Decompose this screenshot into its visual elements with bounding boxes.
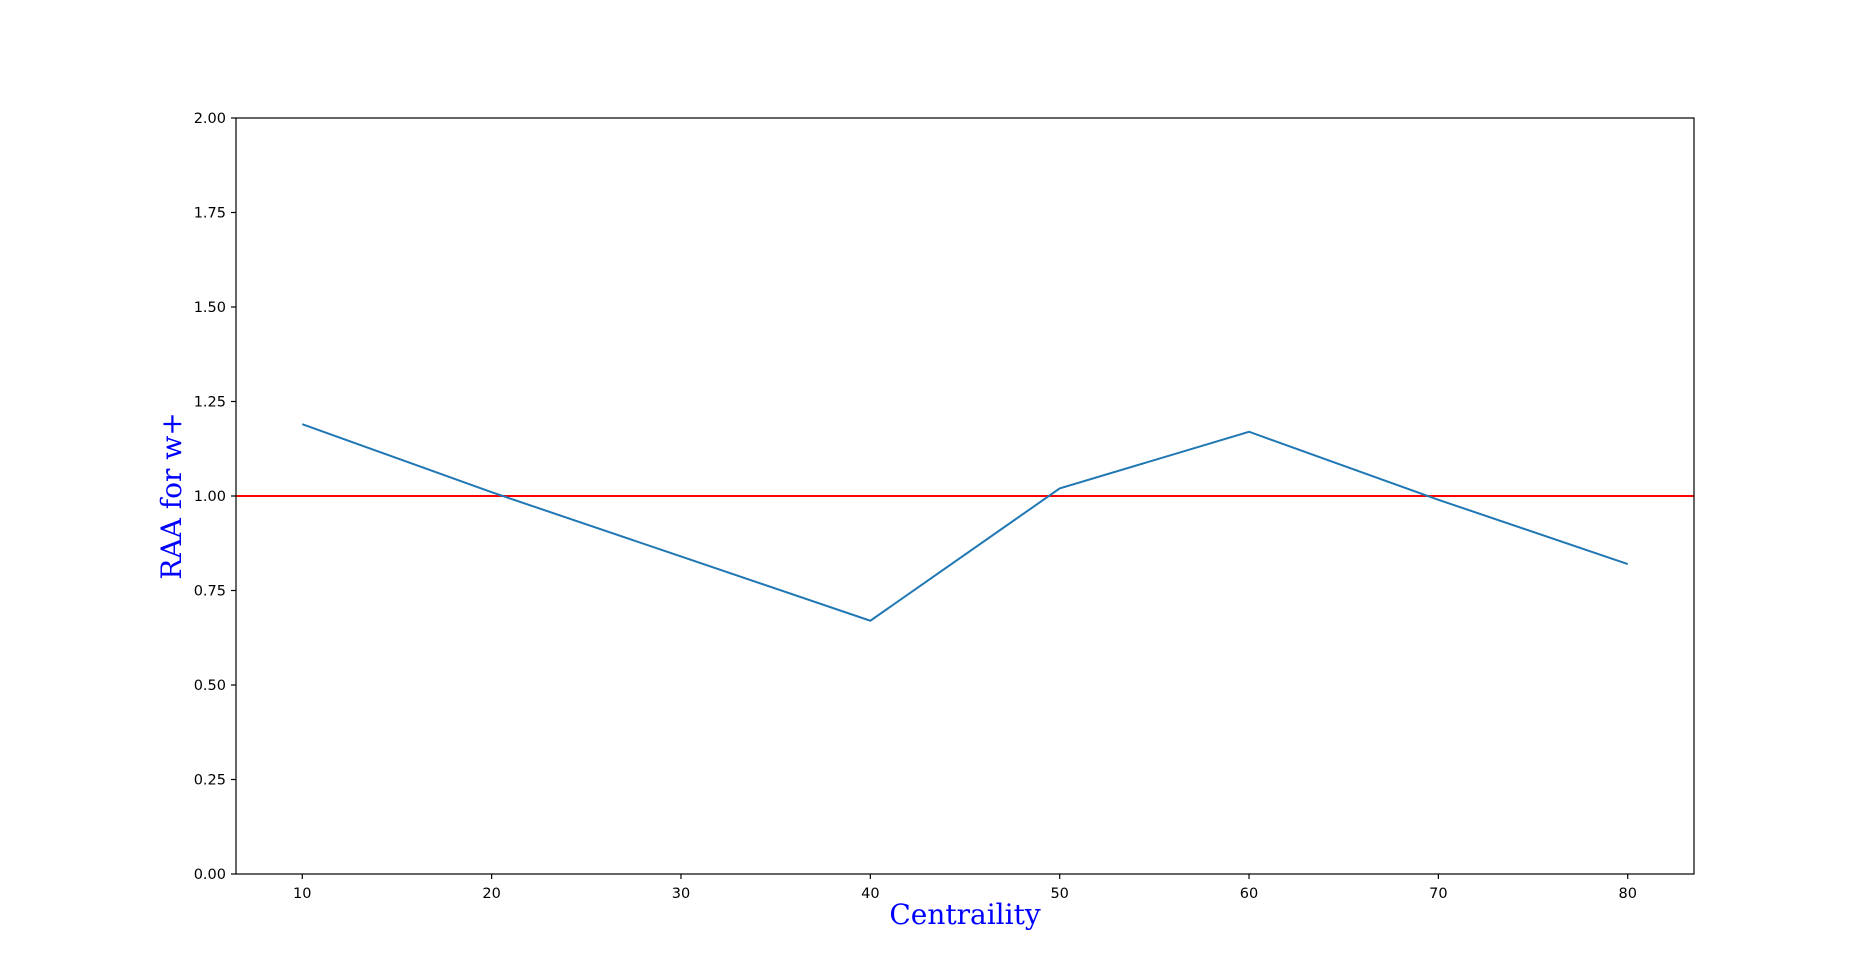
x-tick-label: 20 <box>482 886 500 902</box>
y-axis-label: RAA for w+ <box>155 412 188 579</box>
x-axis: 10 20 30 40 50 60 70 80 <box>293 874 1637 902</box>
series-line-0 <box>301 423 1629 622</box>
plot-content <box>236 423 1694 622</box>
y-tick-label: 2.00 <box>194 111 226 127</box>
x-tick-label: 50 <box>1050 886 1068 902</box>
x-tick-label: 10 <box>293 886 311 902</box>
x-tick-label: 40 <box>861 886 879 902</box>
x-tick-label: 80 <box>1619 886 1637 902</box>
y-tick-label: 0.50 <box>194 678 226 694</box>
x-tick-label: 30 <box>672 886 690 902</box>
y-tick-label: 1.75 <box>194 206 226 222</box>
y-tick-label: 1.00 <box>194 489 226 505</box>
y-tick-label: 1.25 <box>194 395 226 411</box>
x-axis-label: Centraility <box>889 898 1040 931</box>
x-tick-label: 70 <box>1429 886 1447 902</box>
y-tick-label: 0.00 <box>194 867 226 883</box>
y-axis: 0.00 0.25 0.50 0.75 1.00 1.25 1.50 1.75 2.00 <box>194 111 236 883</box>
y-tick-label: 0.75 <box>194 584 226 600</box>
y-tick-label: 0.25 <box>194 773 226 789</box>
y-tick-label: 1.50 <box>194 300 226 316</box>
x-tick-label: 60 <box>1240 886 1258 902</box>
